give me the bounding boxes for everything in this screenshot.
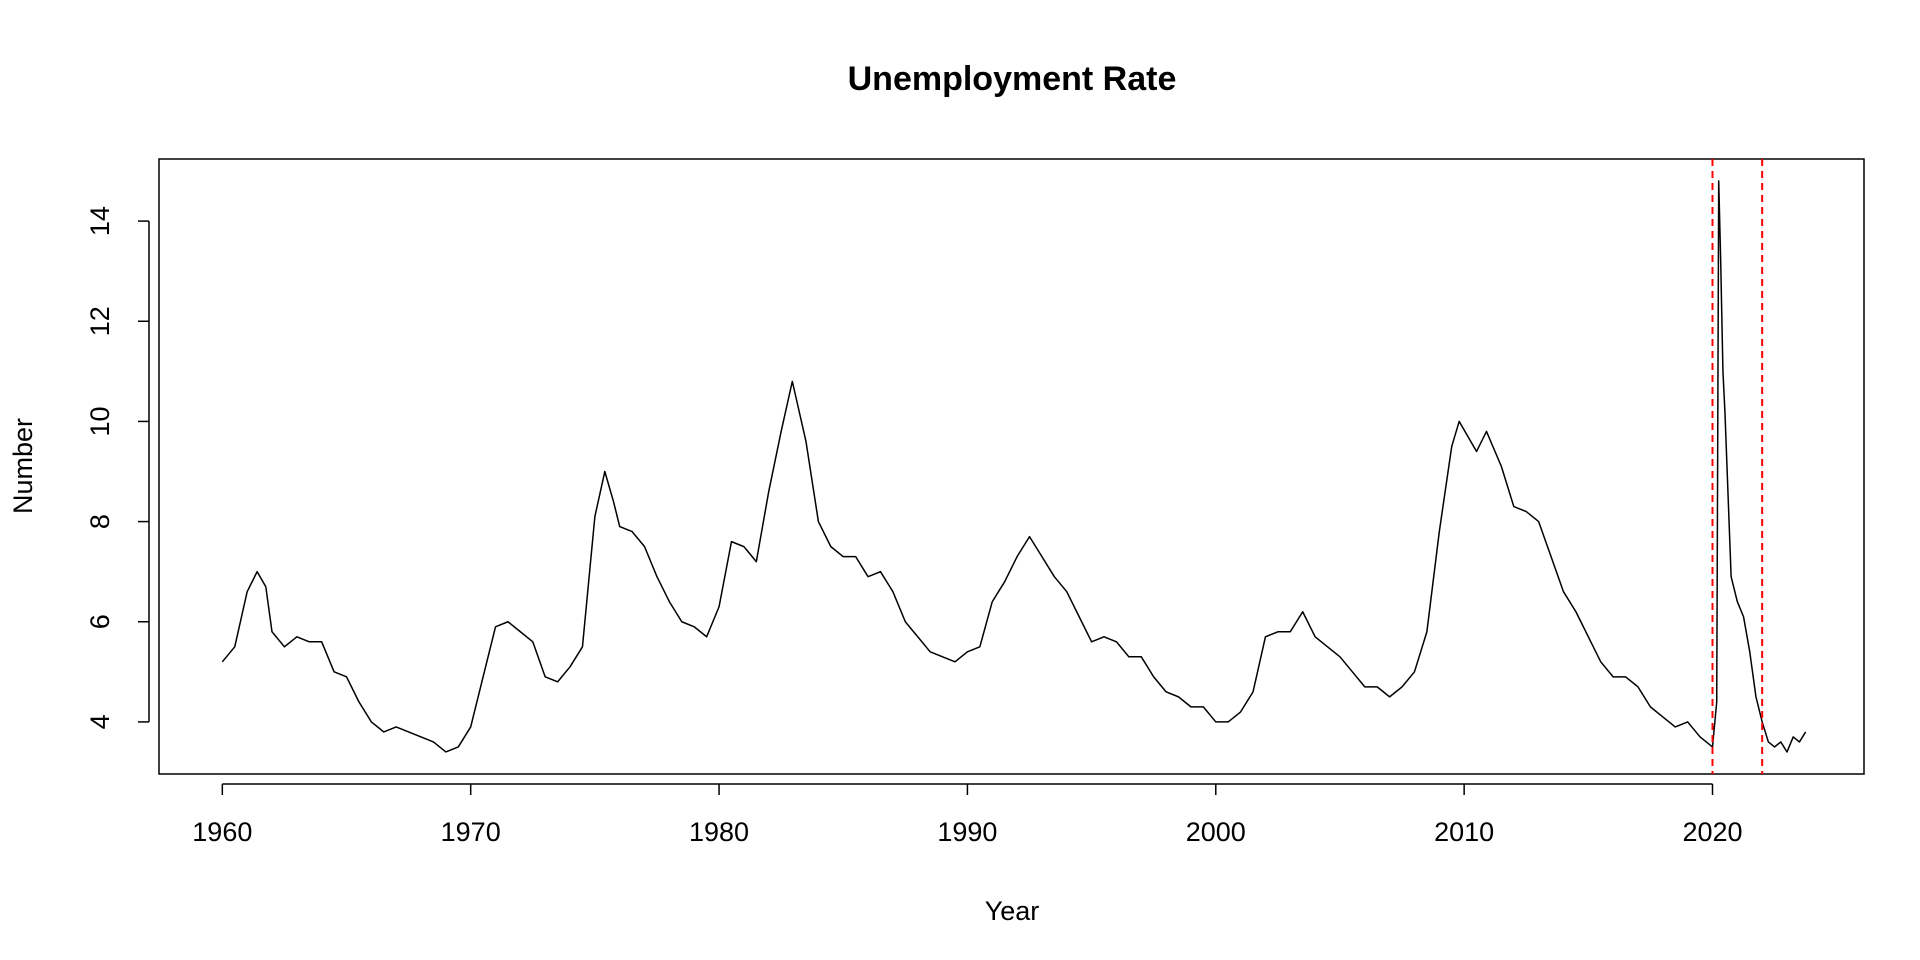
y-tick-label: 14 xyxy=(85,206,115,236)
x-tick-label: 1980 xyxy=(689,817,749,847)
y-tick-label: 12 xyxy=(85,306,115,336)
plot-box xyxy=(158,158,1865,775)
y-tick-label: 4 xyxy=(85,714,115,729)
y-tick-label: 10 xyxy=(85,406,115,436)
y-tick-label: 8 xyxy=(85,514,115,529)
x-tick-label: 1990 xyxy=(937,817,997,847)
y-tick-label: 6 xyxy=(85,614,115,629)
x-tick-label: 1960 xyxy=(192,817,252,847)
x-tick-label: 2000 xyxy=(1186,817,1246,847)
x-tick-label: 2010 xyxy=(1434,817,1494,847)
y-axis-label: Number xyxy=(8,418,38,514)
data-line xyxy=(221,180,1807,753)
chart-title: Unemployment Rate xyxy=(848,60,1177,98)
x-tick-label: 2020 xyxy=(1682,817,1742,847)
x-axis-label: Year xyxy=(985,896,1040,926)
x-tick-label: 1970 xyxy=(441,817,501,847)
